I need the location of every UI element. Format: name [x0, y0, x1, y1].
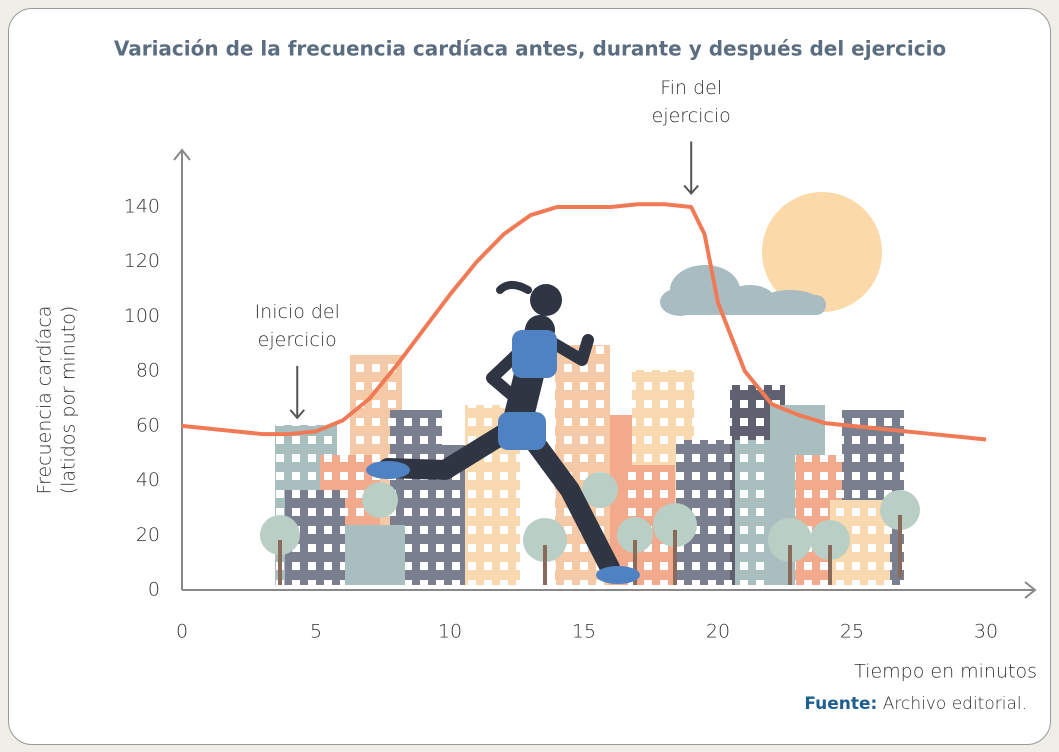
x-tick-label: 30 — [974, 621, 998, 643]
x-axis — [182, 581, 1037, 599]
annotation-arrow — [683, 141, 699, 196]
y-tick-label: 120 — [124, 250, 160, 272]
x-axis-label: Tiempo en minutos — [854, 661, 1037, 683]
y-axis-label: (latidos por minuto) — [58, 306, 80, 495]
y-tick-label: 20 — [136, 524, 160, 546]
y-tick-label: 40 — [136, 469, 160, 491]
y-tick-label: 80 — [136, 360, 160, 382]
x-tick-label: 0 — [176, 621, 188, 643]
annotation-arrow — [289, 365, 305, 420]
x-tick-label: 25 — [840, 621, 864, 643]
y-tick-label: 60 — [136, 414, 160, 436]
annotation-text: Inicio del ejercicio — [254, 300, 340, 351]
illustration — [260, 192, 920, 585]
y-axis — [173, 148, 191, 590]
line — [181, 202, 987, 442]
x-tick-label: 5 — [310, 621, 322, 643]
chart-title: Variación de la frecuencia cardíaca ante… — [114, 37, 946, 61]
annotation-text: Fin del ejercicio — [651, 76, 731, 127]
y-tick-label: 100 — [124, 305, 160, 327]
source: Fuente: Archivo editorial. — [804, 694, 1027, 714]
source-text: Archivo editorial. — [882, 694, 1027, 714]
y-tick-label: 140 — [124, 196, 160, 218]
y-tick-label: 0 — [148, 579, 160, 601]
x-tick-label: 20 — [706, 621, 730, 643]
x-tick-label: 15 — [572, 621, 596, 643]
y-axis-label: Frecuencia cardíaca — [34, 306, 56, 495]
x-tick-label: 10 — [438, 621, 462, 643]
source-label: Fuente: — [804, 694, 878, 714]
